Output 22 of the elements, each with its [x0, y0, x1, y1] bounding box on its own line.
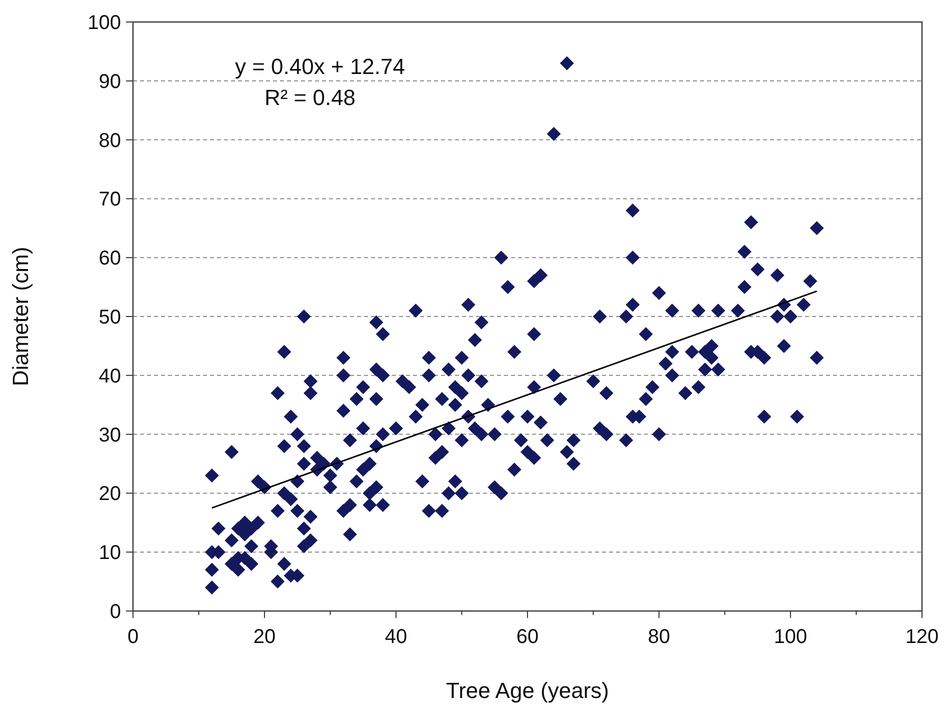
annotation: R² = 0.48 [264, 85, 356, 110]
x-axis-title: Tree Age (years) [446, 678, 610, 703]
x-tick-label: 0 [127, 626, 139, 648]
y-tick-label: 80 [98, 130, 121, 152]
x-tick-label: 40 [384, 626, 408, 648]
y-tick-label: 90 [98, 70, 121, 93]
y-tick-label: 10 [98, 542, 121, 564]
y-tick-label: 30 [98, 424, 121, 446]
y-tick-label: 70 [98, 188, 121, 211]
y-tick-label: 20 [98, 483, 121, 506]
y-tick-label: 0 [110, 601, 121, 623]
x-tick-label: 100 [774, 626, 808, 648]
x-tick-label: 20 [253, 626, 276, 648]
y-tick-label: 40 [98, 365, 121, 388]
x-tick-label: 80 [648, 626, 670, 648]
y-tick-label: 50 [98, 306, 121, 328]
x-tick-label: 60 [516, 626, 539, 648]
y-axis-title: Diameter (cm) [8, 246, 33, 386]
y-tick-label: 60 [98, 248, 121, 270]
y-tick-label: 100 [88, 12, 121, 34]
annotation: y = 0.40x + 12.74 [234, 54, 406, 79]
x-tick-label: 120 [905, 626, 939, 648]
